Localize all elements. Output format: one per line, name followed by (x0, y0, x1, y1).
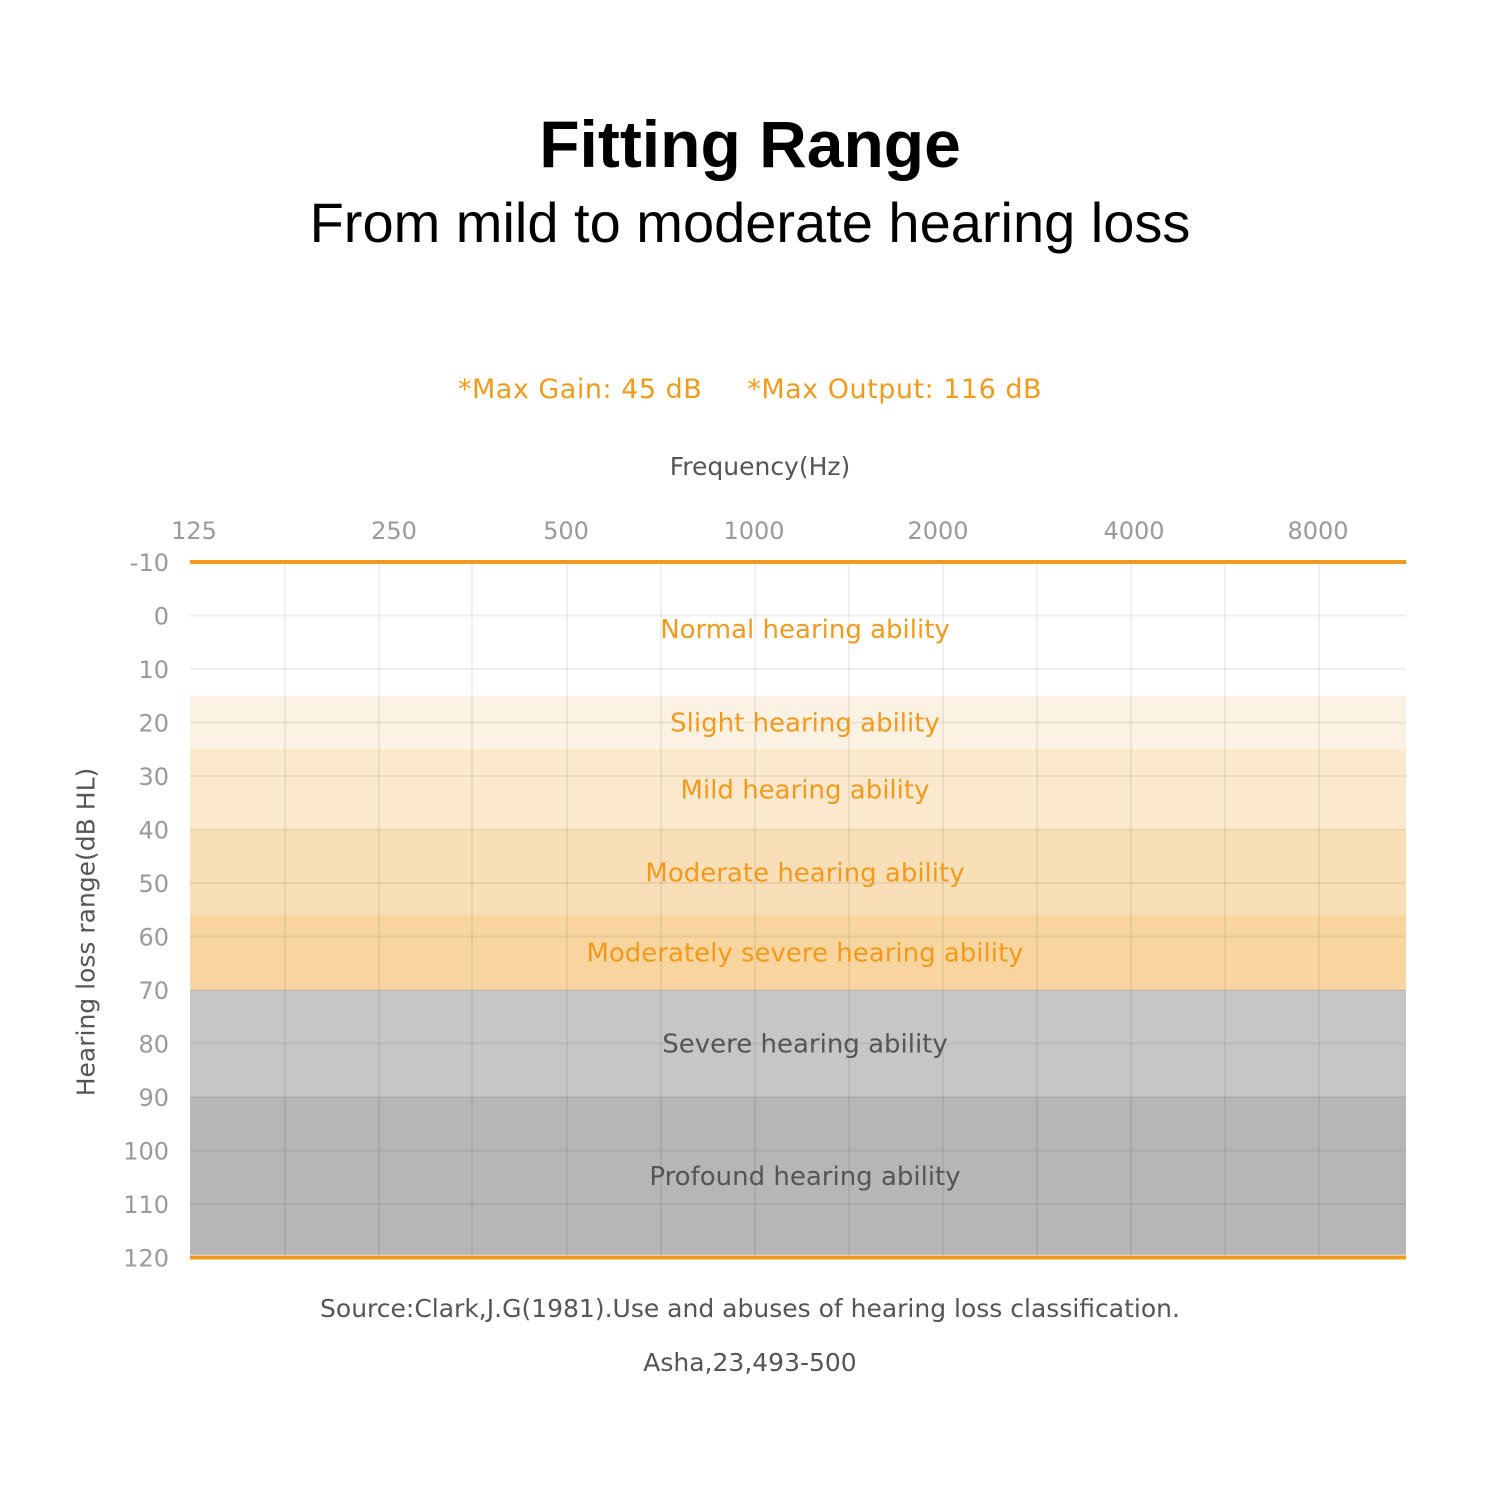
y-tick-label: -10 (130, 549, 169, 577)
y-tick-label: 10 (138, 656, 169, 684)
band-3 (190, 829, 1406, 916)
x-tick-label: 4000 (1103, 517, 1164, 545)
y-tick-label: 80 (138, 1031, 169, 1059)
band-label-4: Moderately severe hearing ability (586, 939, 1023, 969)
specs-line: *Max Gain: 45 dB *Max Output: 116 dB (0, 374, 1500, 405)
y-tick-label: 20 (138, 710, 169, 738)
y-tick-label: 90 (138, 1084, 169, 1112)
band-label-2: Mild hearing ability (681, 775, 930, 805)
y-tick-label: 70 (138, 977, 169, 1005)
y-tick-label: 0 (154, 603, 169, 631)
x-tick-label: 8000 (1287, 517, 1348, 545)
x-tick-labels: 125 250 500 1000 2000 4000 8000 (171, 517, 1348, 545)
band-labels-layer: Normal hearing ability Slight hearing abi… (586, 615, 1023, 1192)
y-tick-label: 40 (138, 817, 169, 845)
source-line-2: Asha,23,493-500 (643, 1348, 857, 1377)
band-label-6: Profound hearing ability (649, 1162, 960, 1192)
page-subtitle: From mild to moderate hearing loss (309, 191, 1191, 254)
band-1 (190, 695, 1406, 750)
y-tick-label: 120 (123, 1245, 169, 1273)
x-tick-label: 2000 (907, 517, 968, 545)
y-tick-label: 100 (123, 1138, 169, 1166)
source-line-1: Source:Clark,J.G(1981).Use and abuses of… (320, 1294, 1180, 1323)
page-title: Fitting Range (539, 107, 961, 181)
y-tick-label: 30 (138, 763, 169, 791)
y-tick-label: 110 (123, 1191, 169, 1219)
x-tick-label: 1000 (723, 517, 784, 545)
band-4 (190, 915, 1406, 990)
band-label-1: Slight hearing ability (670, 709, 940, 739)
band-6 (190, 1097, 1406, 1255)
x-tick-label: 250 (371, 517, 417, 545)
boundary-layer (190, 560, 1406, 1260)
band-5 (190, 990, 1406, 1097)
y-tick-labels: -10 0 10 20 30 40 50 60 70 80 90 100 110 120 (123, 549, 169, 1273)
max-output-label: *Max Output: 116 dB (747, 374, 1042, 405)
band-2 (190, 749, 1406, 830)
x-axis-title: Frequency(Hz) (669, 452, 851, 481)
max-gain-label: *Max Gain: 45 dB (457, 374, 703, 405)
bands-layer (190, 562, 1406, 1255)
x-tick-label: 500 (543, 517, 589, 545)
band-label-3: Moderate hearing ability (645, 858, 964, 888)
y-tick-label: 60 (138, 924, 169, 952)
y-tick-label: 50 (138, 870, 169, 898)
band-label-5: Severe hearing ability (662, 1030, 948, 1060)
band-label-0: Normal hearing ability (660, 615, 950, 645)
band-0 (190, 562, 1406, 696)
x-tick-label: 125 (171, 517, 217, 545)
